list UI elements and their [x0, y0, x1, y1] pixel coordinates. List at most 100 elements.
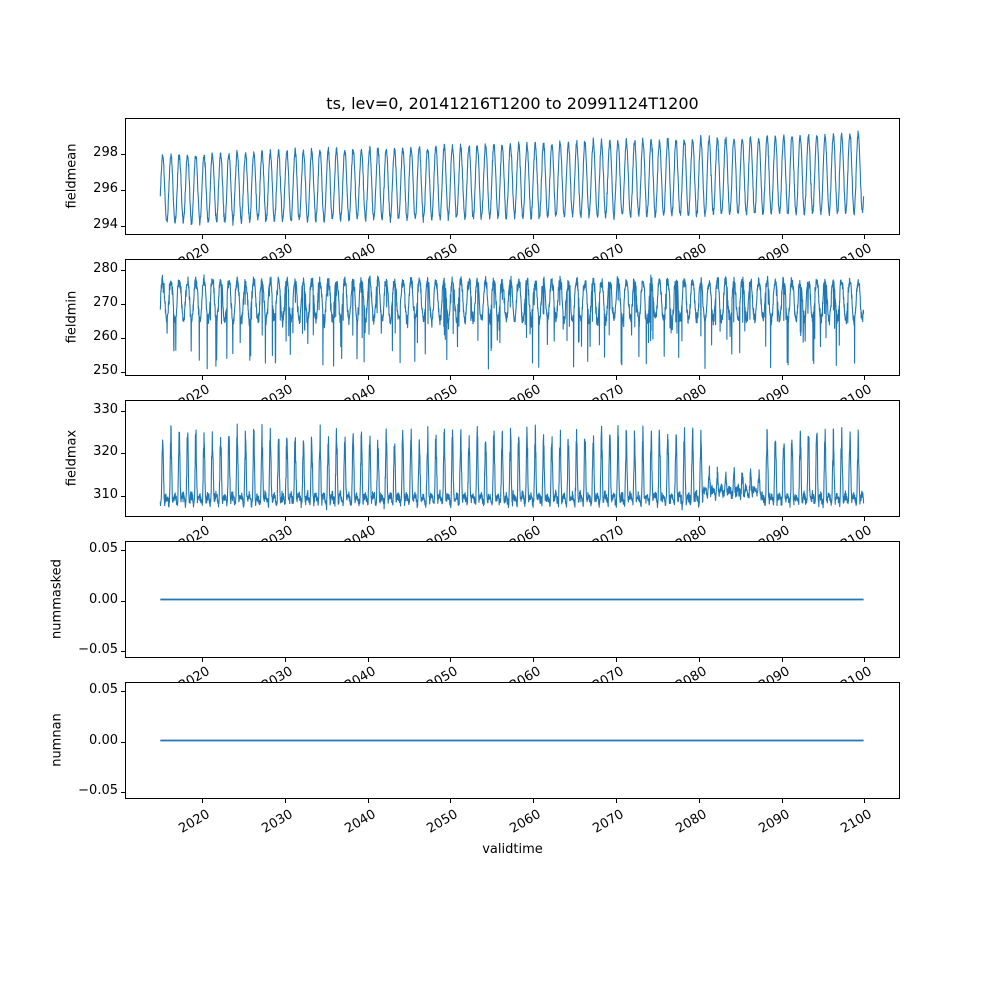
x-tick-label: 2040 — [341, 664, 379, 683]
x-tick-label: 2070 — [590, 523, 627, 542]
y-axis-label: nummasked — [49, 559, 65, 639]
plot-area-nummasked — [121, 541, 900, 662]
x-tick-mark — [284, 658, 286, 662]
x-tick-label: 2030 — [259, 807, 296, 837]
subplot-nummasked: nummasked 2020 2030 2040 2050 2060 2070 2080 20… — [0, 541, 1000, 683]
x-tick-mark — [450, 658, 452, 662]
x-tick-label: 2040 — [341, 382, 379, 401]
x-tick-mark — [450, 517, 452, 521]
x-tick-label: 2060 — [507, 382, 544, 401]
y-tick-mark — [121, 337, 125, 339]
y-tick-mark — [121, 650, 125, 652]
y-tick-mark — [121, 691, 125, 693]
x-tick-label: 2090 — [755, 664, 793, 683]
x-tick-label: 2100 — [838, 241, 875, 260]
x-tick-label: 2050 — [424, 523, 461, 542]
x-tick-mark — [284, 799, 286, 803]
y-tick-label: 260 — [93, 328, 118, 344]
x-tick-label: 2070 — [590, 382, 627, 401]
x-tick-mark — [616, 235, 617, 239]
x-tick-label: 2070 — [590, 241, 627, 260]
y-tick-label: 310 — [93, 486, 118, 502]
x-tick-mark — [202, 517, 203, 521]
x-tick-mark — [533, 658, 535, 662]
x-tick-strip: 2020 2030 2040 2050 2060 2070 2080 2090 2100 — [125, 236, 900, 260]
x-tick-label: 2050 — [424, 664, 461, 683]
y-tick-mark — [121, 791, 125, 793]
x-tick-label: 2050 — [424, 382, 461, 401]
series-line-numnan — [160, 739, 864, 742]
x-tick-mark — [698, 658, 700, 662]
x-tick-mark — [450, 799, 452, 803]
x-tick-label: 2020 — [176, 664, 213, 683]
x-tick-label: 2030 — [259, 664, 296, 683]
series-line-fieldmin — [159, 274, 865, 370]
x-tick-mark — [450, 376, 452, 380]
series-line-fieldmean — [159, 130, 865, 226]
subplot-fieldmax: fieldmax 2020 2030 2040 2050 2060 2070 2080 209… — [0, 400, 1000, 542]
x-tick-mark — [367, 799, 369, 803]
y-tick-label: 0.00 — [89, 732, 118, 748]
x-tick-mark — [616, 658, 617, 662]
x-tick-label: 2050 — [424, 807, 461, 837]
plot-area-fieldmin — [121, 259, 900, 380]
x-tick-label: 2040 — [341, 241, 379, 260]
subplot-fieldmin: fieldmin 2020 2030 2040 2050 2060 2070 2080 209… — [0, 259, 1000, 401]
plot-area-numnan — [121, 682, 900, 803]
x-tick-mark — [781, 235, 783, 239]
x-tick-label: 2080 — [673, 523, 710, 542]
y-tick-mark — [121, 600, 125, 602]
y-axis-label: numnan — [49, 713, 65, 767]
x-tick-label: 2070 — [590, 664, 627, 683]
x-tick-label: 2100 — [838, 664, 875, 683]
x-tick-mark — [781, 517, 783, 521]
x-tick-mark — [367, 376, 369, 380]
x-tick-label: 2100 — [838, 523, 875, 542]
y-tick-label: 0.00 — [89, 591, 118, 607]
subplot-fieldmean: fieldmean 2020 2030 2040 2050 2060 2070 2080 20… — [0, 118, 1000, 260]
series-path-fieldmin — [159, 274, 865, 370]
x-tick-label: 2070 — [590, 807, 627, 837]
x-tick-label: 2040 — [341, 807, 379, 837]
x-tick-label: 2040 — [341, 523, 379, 542]
x-tick-mark — [533, 235, 535, 239]
y-tick-mark — [121, 225, 125, 227]
x-tick-mark — [202, 376, 203, 380]
x-tick-mark — [367, 517, 369, 521]
x-tick-mark — [367, 658, 369, 662]
series-path-fieldmax — [159, 423, 865, 511]
x-tick-label: 2080 — [673, 241, 710, 260]
y-tick-label: 250 — [93, 362, 118, 378]
y-tick-mark — [121, 189, 125, 191]
x-tick-mark — [864, 799, 866, 803]
y-tick-label: 0.05 — [89, 682, 118, 698]
x-tick-mark — [533, 517, 535, 521]
y-tick-mark — [121, 269, 125, 271]
x-axis-title: validtime — [482, 842, 543, 857]
y-tick-label: 270 — [93, 294, 118, 310]
x-tick-label: 2100 — [838, 382, 875, 401]
x-tick-mark — [202, 235, 203, 239]
x-tick-mark — [284, 376, 286, 380]
x-tick-mark — [781, 376, 783, 380]
plot-area-fieldmean — [121, 118, 900, 239]
y-tick-label: 320 — [93, 444, 118, 460]
series-line-nummasked — [160, 598, 864, 601]
x-tick-label: 2050 — [424, 241, 461, 260]
x-tick-mark — [864, 517, 866, 521]
x-tick-mark — [616, 799, 617, 803]
y-tick-label: 298 — [93, 144, 118, 160]
plot-area-fieldmax — [121, 400, 900, 521]
x-tick-mark — [202, 658, 203, 662]
y-tick-mark — [121, 411, 125, 413]
x-tick-label: 2080 — [673, 807, 710, 837]
x-tick-mark — [450, 235, 452, 239]
x-tick-label: 2090 — [755, 523, 793, 542]
x-tick-label: 2090 — [755, 241, 793, 260]
x-tick-mark — [367, 235, 369, 239]
y-tick-label: −0.05 — [78, 782, 118, 798]
x-tick-mark — [533, 376, 535, 380]
subplot-numnan: numnan 2020 2030 2040 2050 2060 2070 2080 2090 2… — [0, 682, 1000, 837]
x-tick-mark — [864, 376, 866, 380]
